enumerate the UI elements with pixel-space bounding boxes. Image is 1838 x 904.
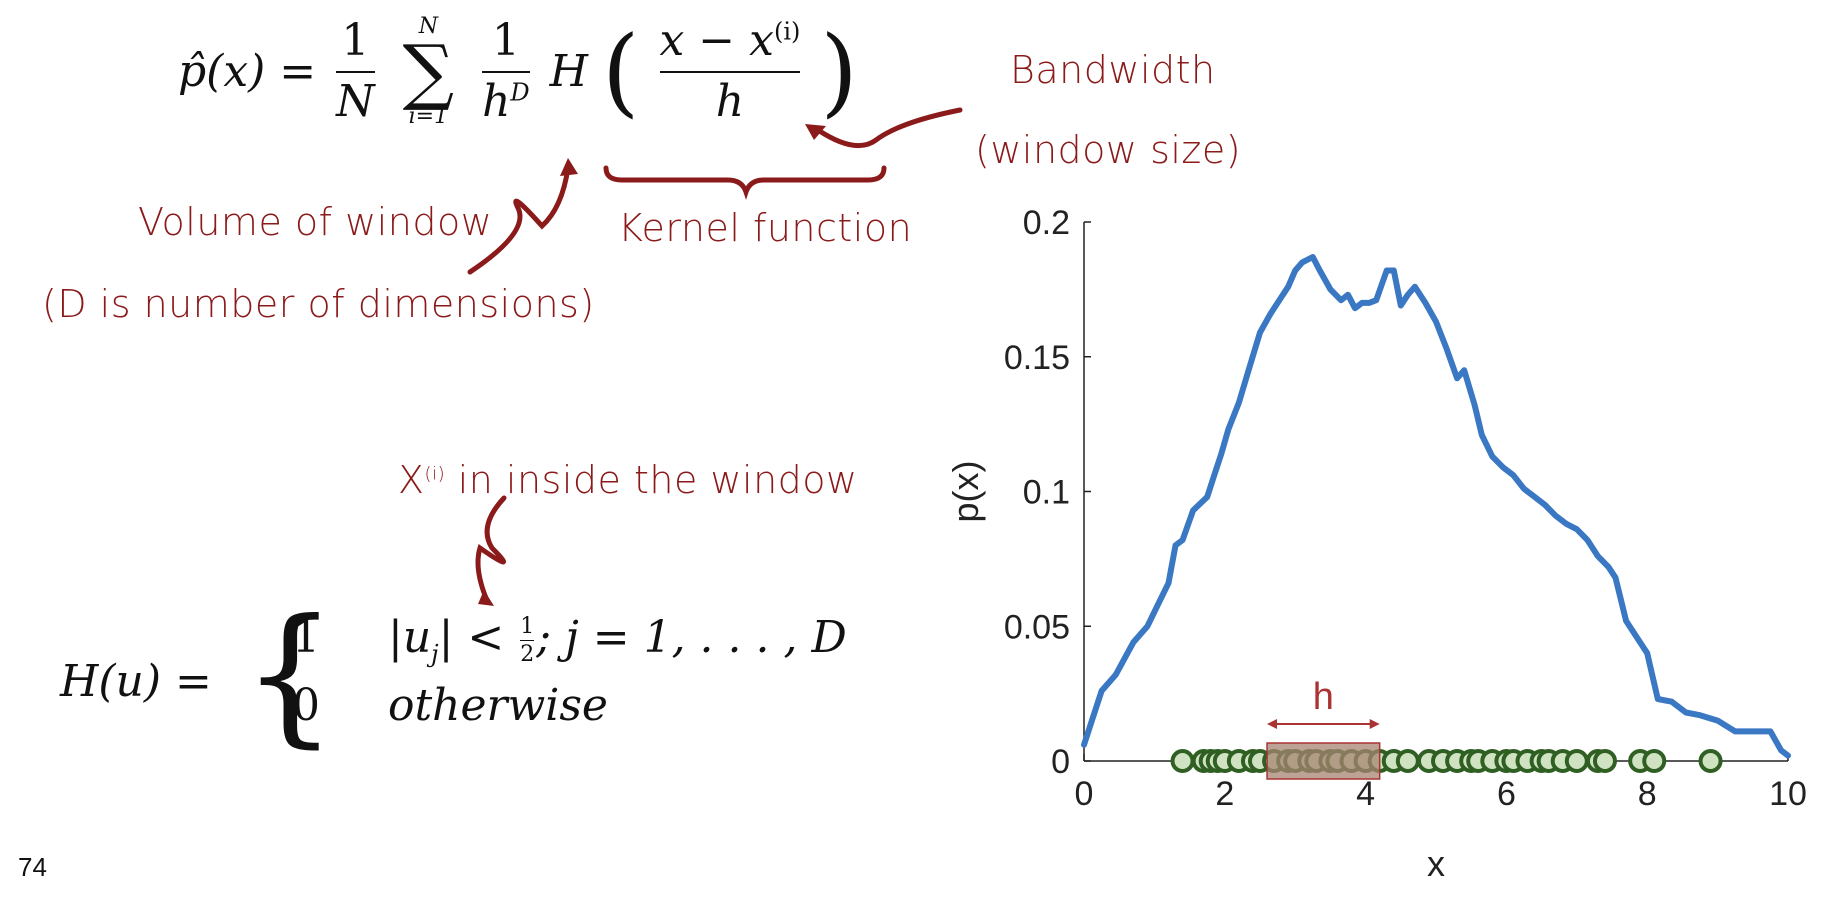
y-axis-label: p(x): [945, 461, 986, 523]
y-tick-label: 0.15: [1004, 339, 1070, 377]
x-tick-label: 2: [1215, 775, 1234, 813]
x-tick-label: 8: [1638, 775, 1657, 813]
y-tick-label: 0: [1051, 743, 1070, 781]
annotation-bandwidth: Bandwidth: [1010, 48, 1216, 92]
x-tick-label: 4: [1356, 775, 1375, 813]
sample-point: [1170, 749, 1195, 773]
annotation-kernel-function: Kernel function: [618, 206, 913, 250]
window-arrow-left: [1267, 719, 1278, 729]
annotation-dimensions: (D is number of dimensions): [42, 282, 595, 326]
sample-point: [1564, 749, 1589, 773]
y-tick-label: 0.05: [1004, 608, 1070, 646]
density-curve: [1081, 254, 1791, 759]
formula-sum: N ∑ i=1: [402, 14, 455, 130]
y-tick-label: 0.2: [1023, 204, 1070, 242]
formula-kernel-argument: x − x(i) h: [659, 15, 801, 127]
formula-frac-one-over-hd: 1 hD: [482, 15, 530, 127]
x-tick-label: 0: [1075, 775, 1094, 813]
annotation-volume: Volume of window: [138, 200, 493, 244]
x-tick-label: 10: [1769, 775, 1807, 813]
x-axis-label: x: [1427, 843, 1445, 884]
formula-lhs: p̂(x) =: [178, 46, 317, 98]
kernel-formula-brace: {: [242, 588, 338, 762]
page-number: 74: [18, 852, 47, 882]
density-formula: p̂(x) = 1 N N ∑ i=1 1 hD H ( x − x(i) h …: [178, 14, 858, 130]
sample-point: [1698, 749, 1723, 773]
kernel-formula-lhs: H(u) =: [60, 656, 212, 707]
formula-frac-one-over-n: 1 N: [336, 15, 375, 127]
window-label: h: [1313, 676, 1334, 718]
window-arrow-right: [1369, 719, 1380, 729]
annotation-window-size: (window size): [975, 128, 1242, 172]
window-box: [1266, 742, 1381, 780]
sample-point: [1642, 749, 1667, 773]
sample-point: [1395, 749, 1420, 773]
sample-point: [1592, 749, 1617, 773]
annotation-inside-window: X(i) in inside the window: [398, 458, 858, 502]
y-tick-label: 0.1: [1023, 474, 1070, 512]
x-tick-label: 6: [1497, 775, 1516, 813]
formula-kernel-symbol: H: [549, 46, 589, 98]
